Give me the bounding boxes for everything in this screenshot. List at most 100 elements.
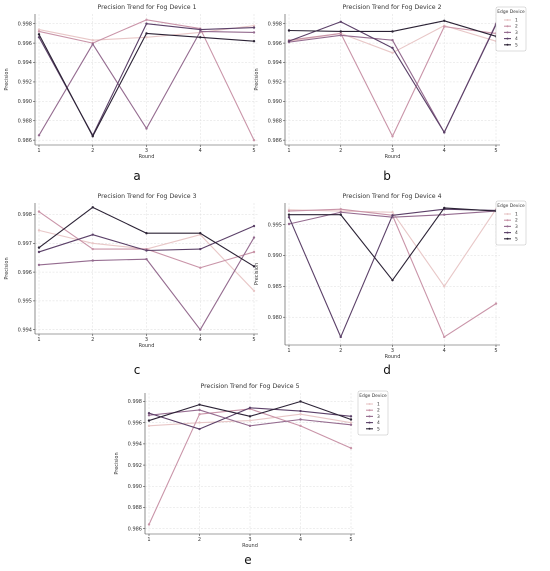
x-tick-label: 1 xyxy=(37,148,40,154)
legend-marker xyxy=(506,19,509,21)
y-tick-label: 0.990 xyxy=(268,99,282,105)
x-tick-label: 2 xyxy=(339,148,342,154)
data-point xyxy=(391,46,394,50)
y-tick-label: 0.988 xyxy=(268,118,282,124)
data-point xyxy=(287,39,291,43)
legend-marker xyxy=(368,409,371,412)
data-point xyxy=(145,249,148,252)
data-point xyxy=(339,34,342,37)
data-point xyxy=(252,39,256,43)
data-point xyxy=(37,246,41,249)
series-4 xyxy=(37,224,256,254)
series-2 xyxy=(287,25,498,138)
legend-marker xyxy=(506,37,509,40)
data-point xyxy=(147,523,151,526)
data-point xyxy=(37,229,41,232)
data-point xyxy=(252,250,256,254)
data-point xyxy=(37,210,41,213)
data-point xyxy=(391,30,394,33)
chart-title: Precision Trend for Fog Device 3 xyxy=(97,193,196,200)
data-point xyxy=(339,335,342,339)
x-tick-label: 3 xyxy=(391,348,394,354)
data-point xyxy=(391,278,394,282)
subfigure-label: c xyxy=(134,363,141,377)
legend-label: 3 xyxy=(377,414,380,420)
data-point xyxy=(252,224,256,228)
x-tick-label: 3 xyxy=(248,537,251,543)
chart-title: Precision Trend for Fog Device 4 xyxy=(342,193,441,200)
data-point xyxy=(443,206,446,210)
data-point xyxy=(443,285,446,288)
data-point xyxy=(299,400,302,403)
data-point xyxy=(37,134,41,137)
data-point xyxy=(198,427,201,431)
y-tick-label: 0.998 xyxy=(18,21,32,27)
data-point xyxy=(252,236,256,239)
data-point xyxy=(199,28,202,31)
data-point xyxy=(391,135,394,138)
legend-marker xyxy=(506,225,509,228)
x-tick-label: 4 xyxy=(443,148,446,154)
series-2 xyxy=(37,210,256,269)
x-tick-label: 2 xyxy=(339,348,342,354)
legend-marker xyxy=(368,421,371,424)
data-point xyxy=(37,28,41,31)
y-tick-label: 0.994 xyxy=(18,327,32,333)
y-tick-label: 0.986 xyxy=(128,526,142,532)
series-3 xyxy=(37,30,256,137)
y-tick-label: 0.994 xyxy=(268,60,282,66)
y-tick-label: 0.995 xyxy=(18,299,32,305)
data-point xyxy=(37,30,41,33)
data-point xyxy=(299,424,302,428)
y-tick-label: 0.988 xyxy=(128,505,142,511)
data-point xyxy=(443,131,446,134)
x-axis-label: Round xyxy=(139,343,155,349)
legend-marker xyxy=(506,25,509,28)
data-point xyxy=(349,418,353,421)
subfigure-label: a xyxy=(133,169,140,183)
data-point xyxy=(299,409,302,413)
data-point xyxy=(349,415,353,418)
y-tick-label: 0.986 xyxy=(18,138,32,144)
legend-label: 2 xyxy=(515,24,518,30)
legend-marker xyxy=(368,427,371,430)
x-tick-label: 5 xyxy=(252,148,255,154)
x-tick-label: 1 xyxy=(287,348,290,354)
series-5 xyxy=(37,32,256,138)
legend-label: 5 xyxy=(515,236,518,242)
legend-label: 5 xyxy=(515,42,518,48)
legend-marker xyxy=(506,43,509,46)
y-tick-label: 0.996 xyxy=(18,41,32,47)
legend-label: 1 xyxy=(377,402,380,408)
data-point xyxy=(198,421,201,424)
y-axis-label: Precision xyxy=(4,257,10,279)
legend-label: 3 xyxy=(515,30,518,36)
legend-frame xyxy=(495,6,527,52)
data-point xyxy=(494,302,498,305)
data-point xyxy=(443,213,446,216)
x-tick-label: 5 xyxy=(252,337,255,343)
legend-label: 5 xyxy=(377,426,380,432)
y-axis-label: Precision xyxy=(114,452,120,474)
data-point xyxy=(91,247,94,251)
data-point xyxy=(248,406,252,410)
plot-area xyxy=(35,203,258,334)
legend-marker xyxy=(506,231,509,234)
data-point xyxy=(349,421,353,424)
data-point xyxy=(91,135,94,138)
x-tick-label: 1 xyxy=(287,148,290,154)
data-point xyxy=(248,424,252,428)
data-point xyxy=(198,413,201,416)
chart-panel-3: Precision Trend for Fog Device 3 0.994 0.9… xyxy=(4,193,258,377)
data-point xyxy=(199,30,202,33)
legend-label: 4 xyxy=(515,230,518,236)
data-point xyxy=(145,32,148,35)
y-tick-label: 0.994 xyxy=(18,60,32,66)
data-point xyxy=(147,424,151,428)
series-3 xyxy=(147,408,353,428)
data-point xyxy=(252,265,256,268)
